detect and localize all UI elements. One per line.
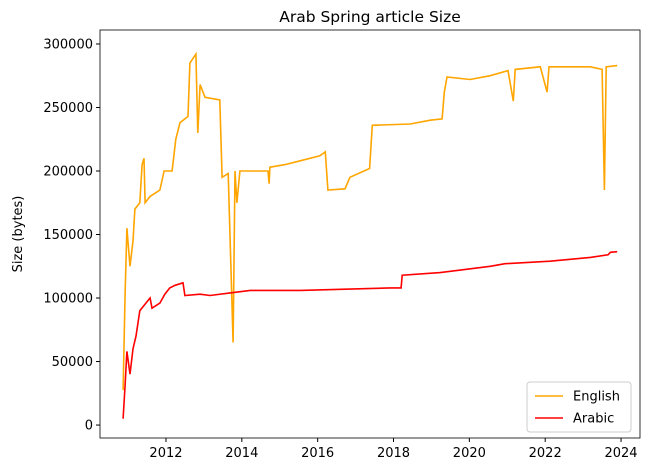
x-tick-label: 2018 <box>377 446 410 461</box>
y-tick-label: 200000 <box>43 164 93 179</box>
x-tick-label: 2016 <box>301 446 334 461</box>
x-tick-label: 2020 <box>453 446 486 461</box>
legend-box <box>526 381 632 433</box>
legend: English Arabic <box>526 381 632 433</box>
y-tick-label: 0 <box>85 419 93 434</box>
x-tick-label: 2012 <box>149 446 182 461</box>
plot-frame <box>99 29 641 439</box>
y-tick-label: 100000 <box>43 292 93 307</box>
line-series <box>122 250 618 419</box>
x-tick-label: 2022 <box>529 446 562 461</box>
line-series <box>122 51 618 391</box>
y-axis-label: Size (bytes) <box>11 196 26 273</box>
legend-label: English <box>573 390 620 405</box>
chart-title: Arab Spring article Size <box>279 8 461 26</box>
legend-label: Arabic <box>573 412 614 427</box>
y-tick-label: 150000 <box>43 228 93 243</box>
y-tick-label: 300000 <box>43 37 93 52</box>
x-tick-label: 2024 <box>604 446 637 461</box>
x-tick-label: 2014 <box>225 446 258 461</box>
y-tick-label: 250000 <box>43 101 93 116</box>
y-tick-label: 50000 <box>52 355 93 370</box>
